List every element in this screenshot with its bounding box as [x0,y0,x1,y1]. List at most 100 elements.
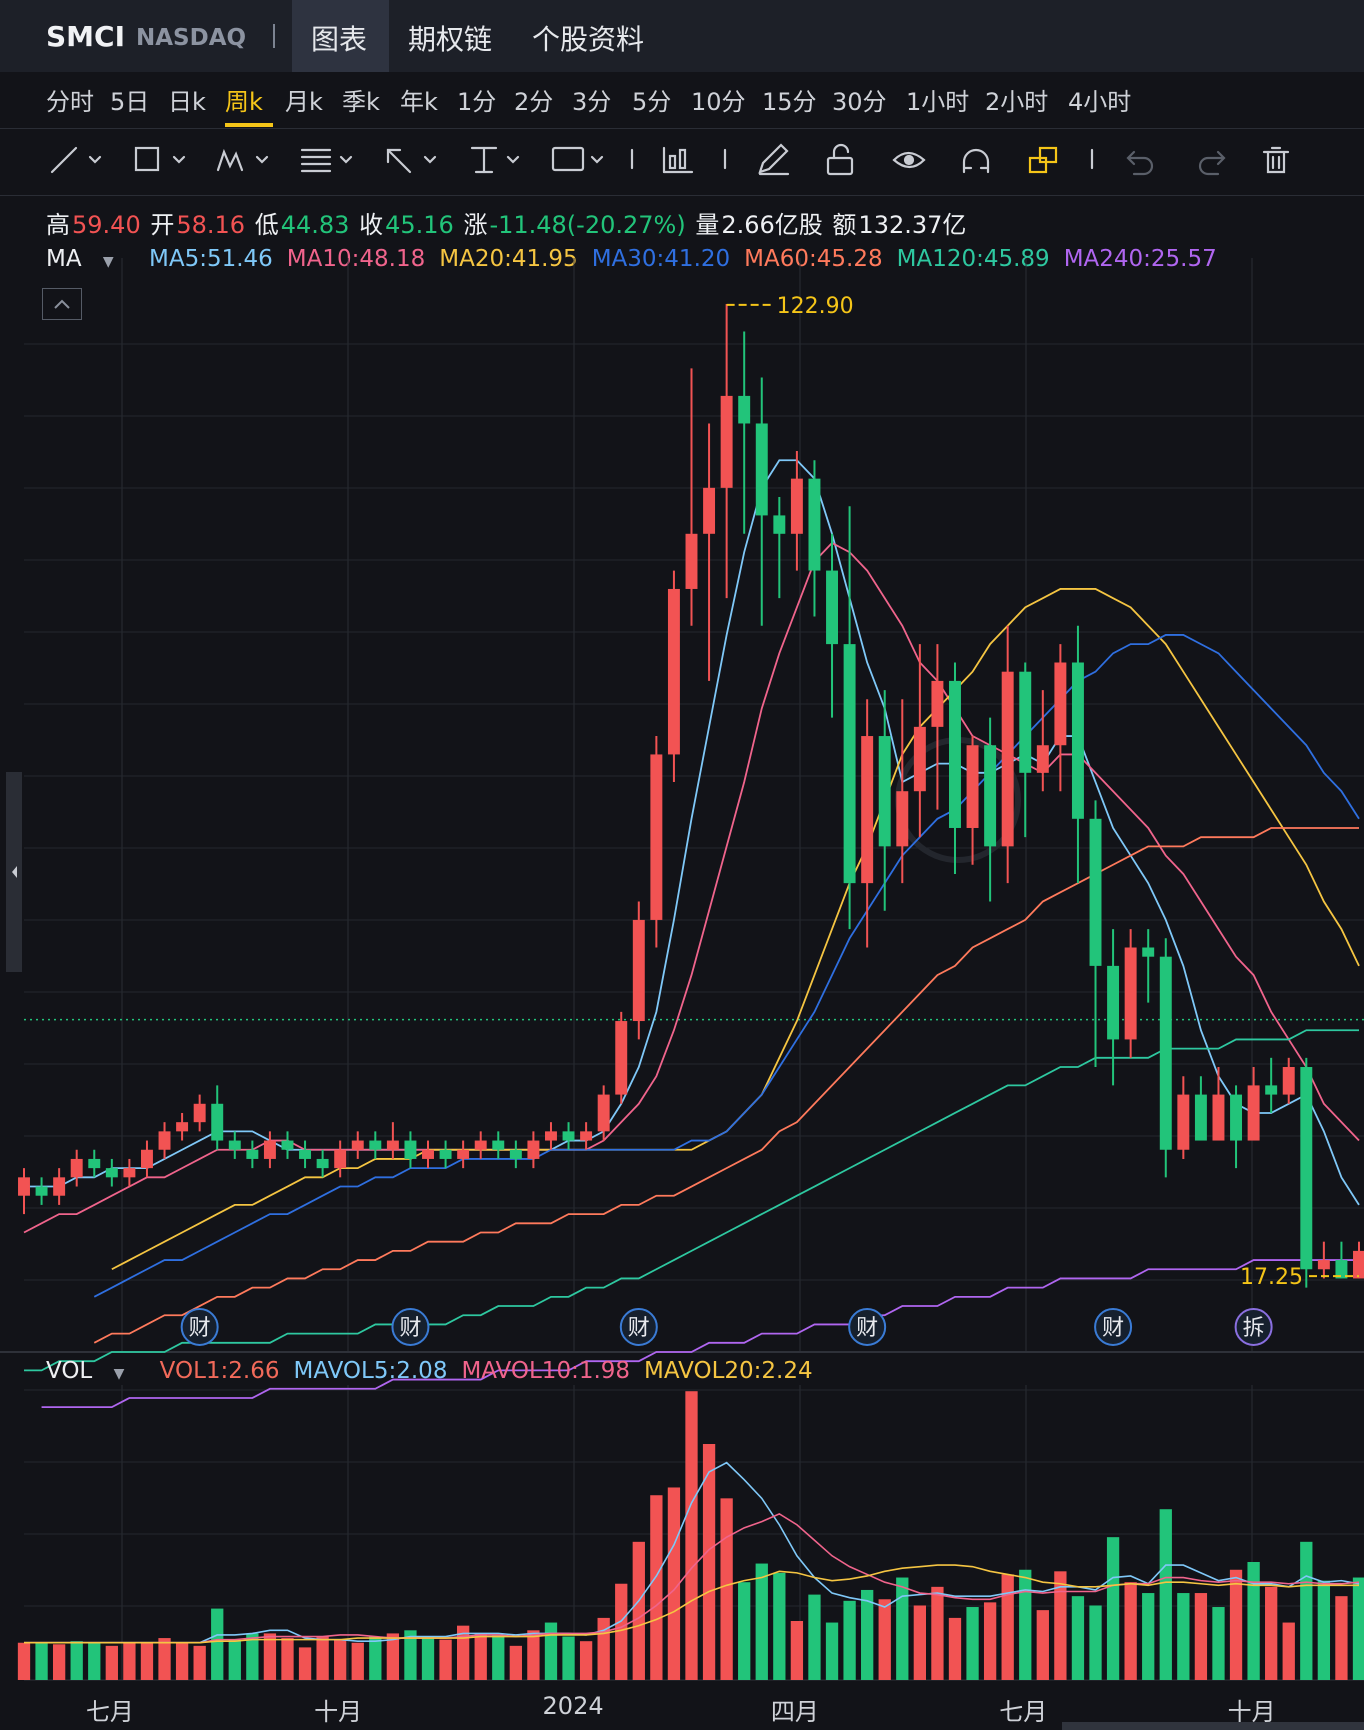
ma-legend-item: MA30:41.20 [591,246,731,272]
candle-body [790,478,803,534]
period-9[interactable]: 2分 [514,88,554,116]
trash-icon[interactable] [1262,146,1290,174]
volume-bar [17,1642,31,1680]
event-marker-label: 财 [399,1316,421,1341]
x-tick-label: 2024 [542,1692,604,1720]
period-12[interactable]: 10分 [691,88,746,116]
period-13[interactable]: 15分 [762,88,817,116]
volume-bar [1177,1593,1190,1680]
period-1[interactable]: 分时 [46,88,94,116]
volume-bar [298,1647,312,1680]
ma-line-ma240 [41,1259,1359,1409]
period-5[interactable]: 月k [285,88,323,116]
candle-body [1107,965,1120,1040]
period-3[interactable]: 日k [168,88,206,116]
candle-body [1177,1094,1190,1150]
pattern-tool-icon[interactable] [216,148,269,172]
period-10[interactable]: 3分 [572,88,612,116]
candle-body [861,736,874,884]
vol-legend-item: MAVOL10:1.98 [461,1358,631,1384]
volume-bar [175,1642,189,1680]
candle-body [1142,947,1155,957]
period-2[interactable]: 5日 [110,88,150,116]
amount-label: 额 [832,211,857,239]
indicator-icon[interactable] [662,146,694,174]
text-tool-icon[interactable] [551,146,604,172]
volume-bar [562,1636,575,1680]
eye-icon[interactable] [892,151,926,169]
tab-company-profile[interactable]: 个股资料 [532,23,645,56]
volume-bar [70,1641,83,1680]
event-marker-label: 财 [1102,1316,1124,1341]
candle-body [773,515,786,534]
x-tick-label: 四月 [770,1698,819,1726]
candle-body [140,1149,153,1169]
magnet-icon[interactable] [962,148,990,174]
undo-icon[interactable] [1126,150,1154,176]
volume-bar [246,1633,259,1680]
candle-body [1335,1260,1348,1279]
candle-body [843,644,856,884]
volume-bar [650,1495,663,1680]
ma-legend: MA ▼ MA5:51.46 MA10:48.18 MA20:41.95 MA30:4… [46,246,1245,272]
tab-chart[interactable]: 图表 [292,0,389,72]
period-11[interactable]: 5分 [632,88,672,116]
volume-bar [1124,1582,1137,1680]
period-14[interactable]: 30分 [832,88,887,116]
event-marker [1234,1308,1273,1346]
period-7[interactable]: 年k [400,88,438,116]
tab-option-chain[interactable]: 期权链 [408,23,493,56]
ma-legend-item: MA60:45.28 [744,246,883,272]
candle-body [492,1140,505,1150]
candle-body [720,395,733,488]
lock-icon[interactable] [826,143,854,176]
volume-bar [421,1636,435,1680]
volume-bar [896,1577,909,1680]
layers-icon[interactable] [1028,146,1058,174]
volume-bar [808,1594,821,1680]
volume-bar [755,1563,768,1680]
ma-selector[interactable]: MA ▼ [46,246,128,272]
tab-chart-label: 图表 [311,23,368,56]
candle-body [281,1140,294,1150]
high-value: 59.40 [72,211,141,239]
pencil-icon[interactable] [758,143,790,176]
candle-body [545,1131,557,1141]
arrow-tool-icon[interactable] [386,148,437,174]
rectangle-tool-icon[interactable] [134,146,186,172]
period-15[interactable]: 1小时 [906,88,970,116]
redo-icon[interactable] [1198,150,1226,176]
candle-body [949,680,961,828]
candle-body [404,1140,417,1159]
side-panel-handle[interactable] [6,772,22,972]
period-17[interactable]: 4小时 [1068,88,1132,116]
volume-label: 量 [695,211,720,239]
period-16[interactable]: 2小时 [985,88,1049,116]
scroll-indicator[interactable] [1062,1722,1364,1730]
candle-body [158,1131,171,1150]
candle-body [1124,947,1137,1040]
volume-bar [105,1645,118,1680]
volume-bar [685,1391,698,1680]
collapse-button[interactable] [42,288,82,320]
volume-bar [456,1625,470,1680]
volume-bar [878,1599,891,1680]
candle-body [685,533,698,589]
period-8[interactable]: 1分 [457,88,497,116]
volume-bar [632,1541,645,1680]
volume-bar [1019,1569,1032,1680]
period-4[interactable]: 周k [225,88,263,116]
measure-tool-icon[interactable] [470,146,520,174]
candle-body [1353,1250,1364,1279]
volume-bar [492,1634,505,1680]
vol-legend-item: MAVOL20:2.24 [644,1358,813,1384]
volume-bar [790,1621,804,1680]
volume-bar [228,1639,241,1680]
period-6[interactable]: 季k [342,88,380,116]
volume-bar [738,1582,751,1680]
vol-selector[interactable]: VOL ▼ [46,1358,138,1384]
line-tool-icon[interactable] [50,146,102,174]
candle-body [1247,1085,1260,1141]
fib-tool-icon[interactable] [300,148,353,173]
